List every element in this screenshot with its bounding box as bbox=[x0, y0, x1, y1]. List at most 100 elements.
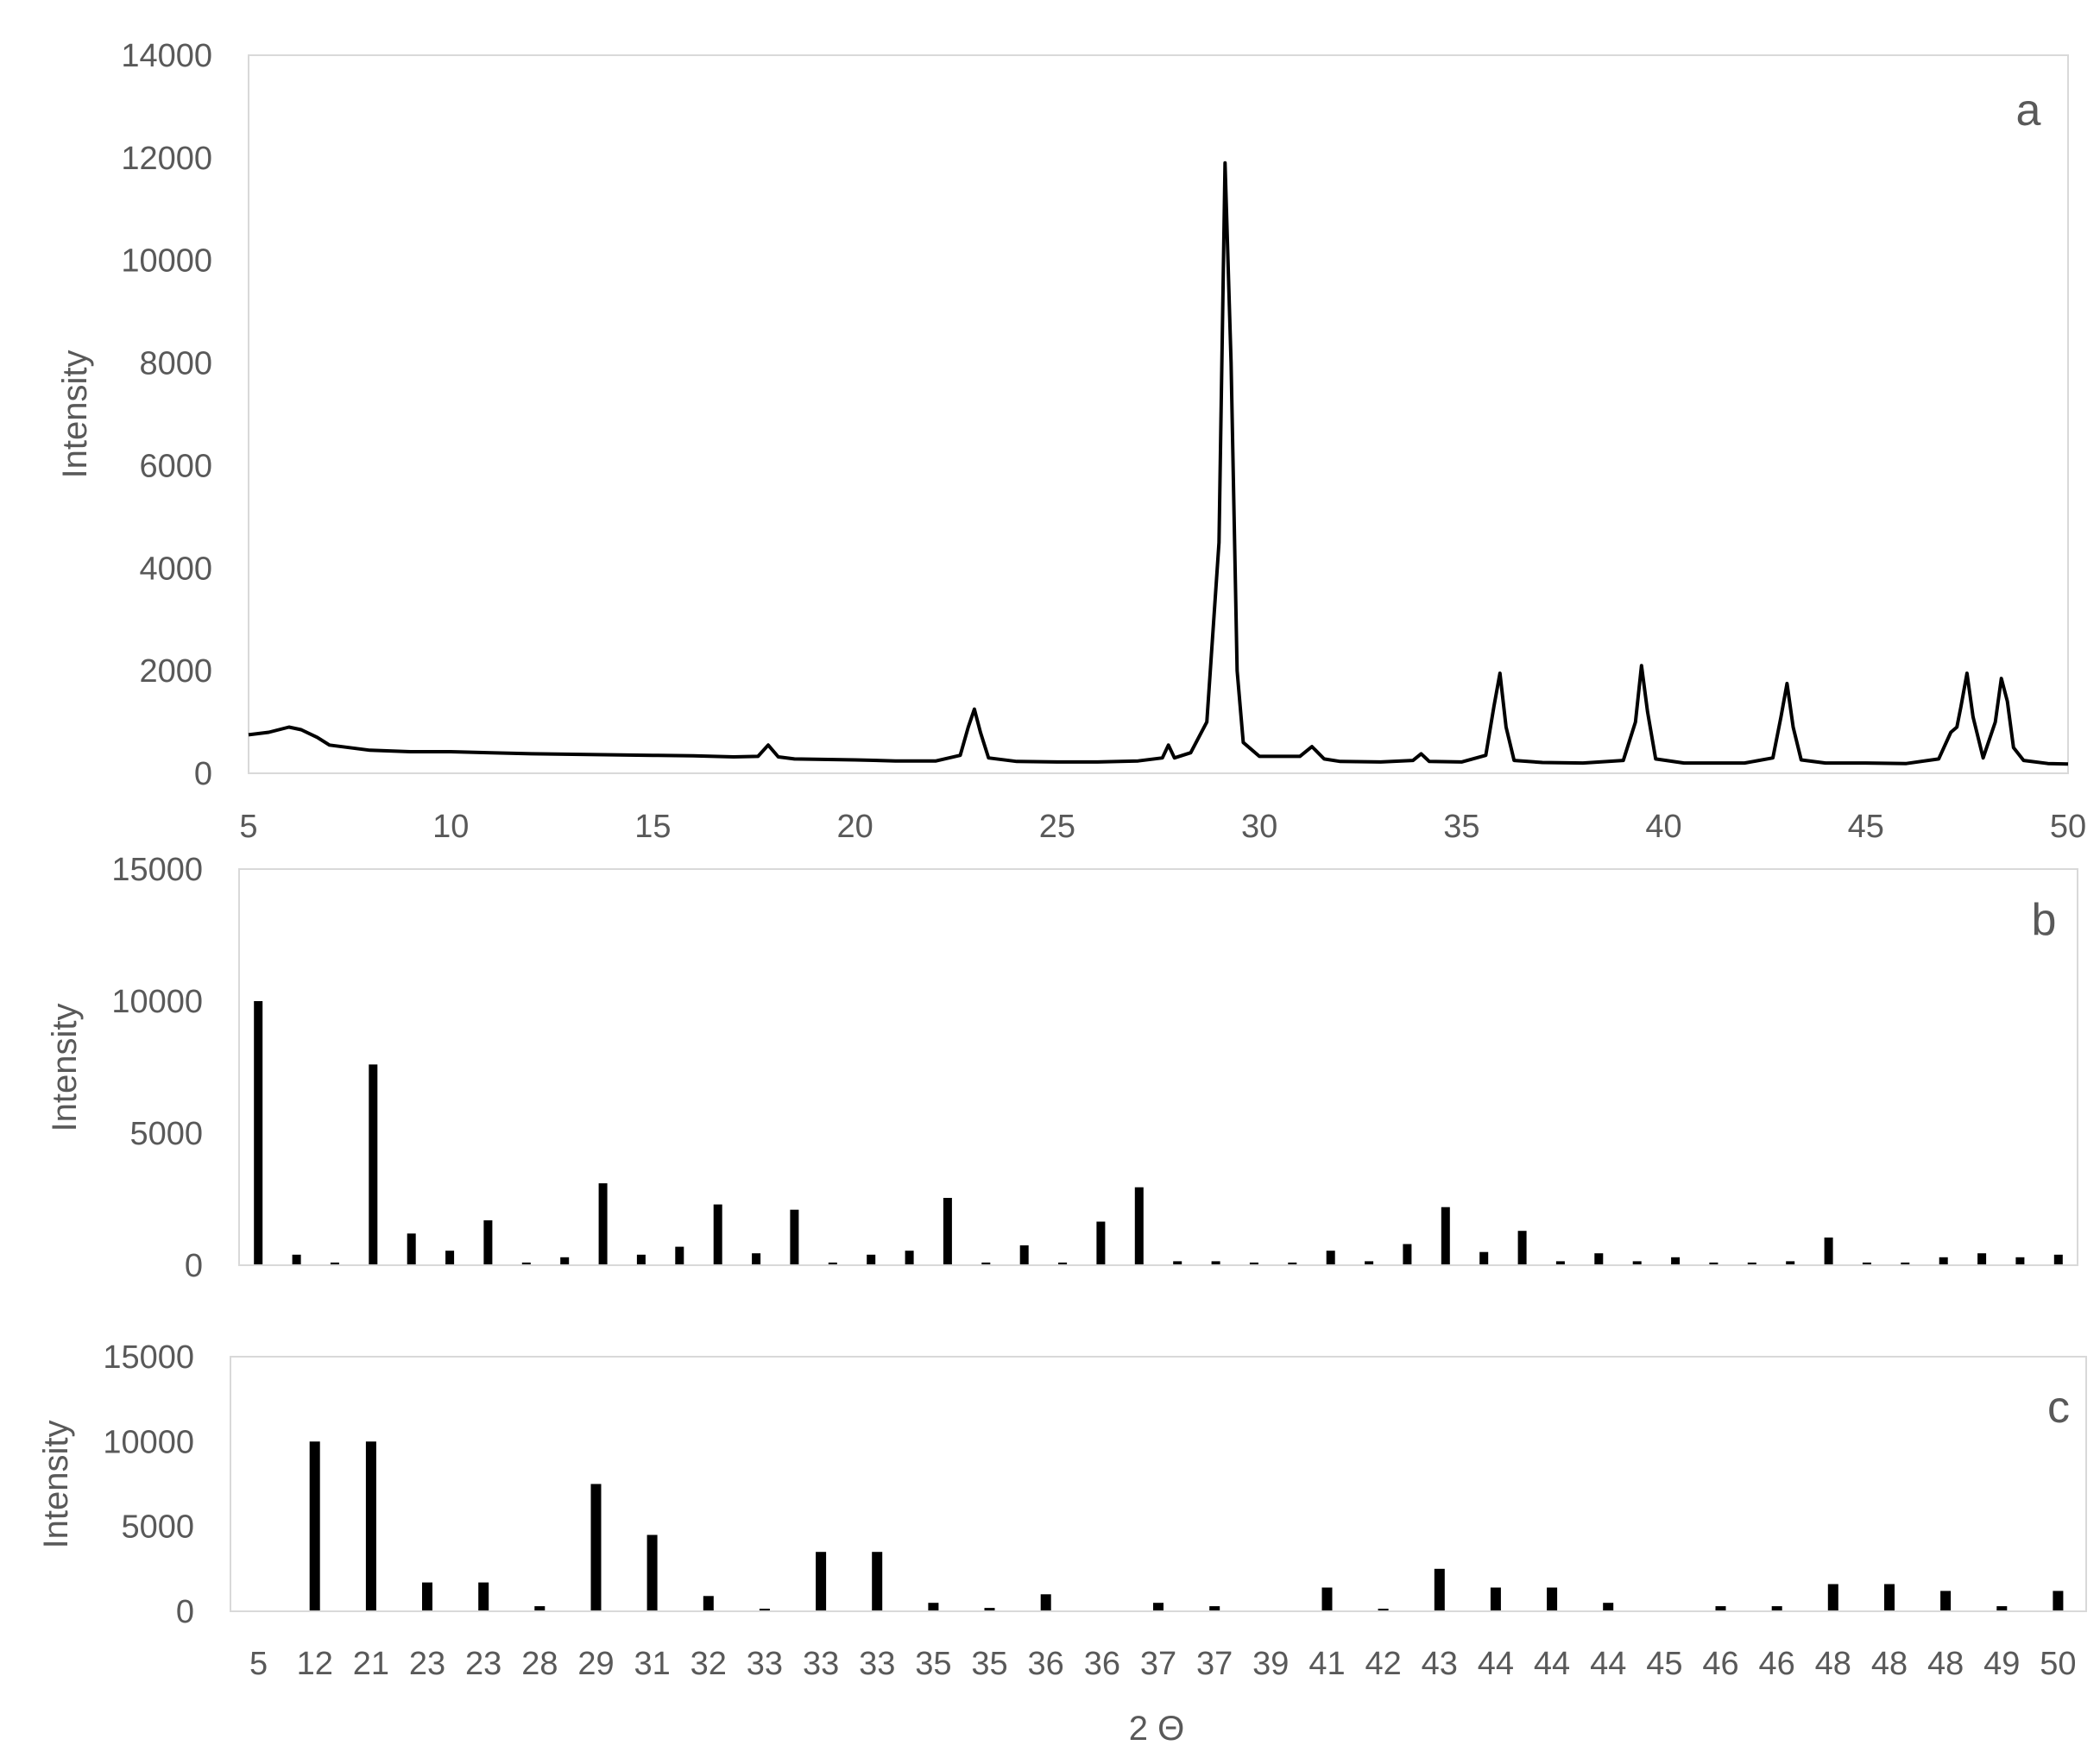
panel-a-diffraction-line bbox=[248, 161, 2069, 766]
panel-c-y-axis-title: Intensity bbox=[37, 1421, 75, 1549]
panel-a-x-tick-label: 25 bbox=[1039, 809, 1075, 845]
panel-c-x-tick-label: 36 bbox=[1084, 1646, 1120, 1682]
panel-b-bar bbox=[598, 1183, 608, 1265]
panel-c-x-tick-label: 44 bbox=[1590, 1646, 1626, 1682]
panel-c-bar bbox=[816, 1552, 827, 1611]
panel-b-bar bbox=[1594, 1253, 1604, 1265]
panel-a-x-tick-label: 45 bbox=[1848, 809, 1884, 845]
panel-b-bar bbox=[1441, 1207, 1450, 1265]
panel-b-bar bbox=[330, 1262, 339, 1265]
panel-a-label: a bbox=[2016, 85, 2041, 135]
panel-c-bar bbox=[365, 1441, 376, 1611]
panel-c-bar bbox=[534, 1606, 545, 1611]
panel-c-bar bbox=[2053, 1591, 2064, 1611]
panel-a-y-tick-label: 2000 bbox=[139, 653, 212, 690]
panel-b-bar bbox=[1747, 1262, 1756, 1265]
panel-c-x-tick-label: 44 bbox=[1478, 1646, 1514, 1682]
panel-b-bars bbox=[239, 1001, 2078, 1266]
panel-b-bar bbox=[1862, 1262, 1871, 1265]
panel-a-y-tick-label: 12000 bbox=[121, 141, 212, 177]
panel-a-x-tick-label: 20 bbox=[837, 809, 873, 845]
panel-b-bar bbox=[1555, 1261, 1565, 1265]
panel-c-x-tick-label: 33 bbox=[747, 1646, 783, 1682]
panel-c-bar bbox=[1321, 1587, 1333, 1611]
panel-c-x-tick-label: 23 bbox=[409, 1646, 445, 1682]
panel-b-bar bbox=[1249, 1262, 1258, 1265]
panel-c-x-tick-label: 36 bbox=[1028, 1646, 1064, 1682]
panel-c-x-tick-label: 46 bbox=[1759, 1646, 1795, 1682]
panel-c-bar bbox=[1771, 1606, 1782, 1611]
panel-c-bar bbox=[703, 1596, 714, 1611]
panel-b-bar bbox=[1479, 1251, 1489, 1265]
panel-b-bar bbox=[1901, 1262, 1910, 1265]
panel-b-bar bbox=[1977, 1253, 1987, 1265]
panel-c-bar bbox=[646, 1534, 658, 1611]
panel-b-bar bbox=[1173, 1261, 1182, 1265]
panel-a-x-tick-labels: 5 10 15 20 25 30 35 40 45 50 bbox=[239, 809, 2086, 845]
panel-c-bar bbox=[1153, 1603, 1164, 1611]
panel-c-x-tick-label: 28 bbox=[521, 1646, 558, 1682]
panel-a-x-tick-label: 40 bbox=[1645, 809, 1681, 845]
panel-c-x-tick-label: 35 bbox=[915, 1646, 951, 1682]
panel-c-x-tick-label: 31 bbox=[634, 1646, 670, 1682]
panel-c-y-tick-label: 10000 bbox=[103, 1424, 194, 1460]
panel-c-bar bbox=[1434, 1568, 1445, 1611]
panel-c-y-tick-label: 5000 bbox=[121, 1509, 194, 1546]
panel-c-bar bbox=[759, 1609, 770, 1611]
panel-a-line-chart: a Intensity 0 2000 4000 6000 8000 10000 12000 1… bbox=[56, 38, 2086, 845]
panel-c-x-tick-label: 45 bbox=[1646, 1646, 1682, 1682]
panel-c-x-tick-label: 42 bbox=[1365, 1646, 1401, 1682]
panel-c-plot-frame bbox=[230, 1356, 2087, 1612]
panel-c-x-tick-label: 32 bbox=[691, 1646, 727, 1682]
panel-c-x-axis-title: 2 Θ bbox=[1129, 1710, 1184, 1748]
panel-a-x-tick-label: 15 bbox=[634, 809, 671, 845]
panel-b-bar bbox=[752, 1253, 761, 1265]
panel-a-x-tick-label: 10 bbox=[432, 809, 469, 845]
panel-b-bar bbox=[483, 1220, 493, 1265]
panel-b-bar bbox=[1019, 1245, 1029, 1265]
panel-b-bar bbox=[1288, 1262, 1297, 1265]
panel-b-bar bbox=[867, 1254, 876, 1265]
panel-b-bar bbox=[981, 1262, 991, 1265]
panel-b-bar bbox=[1403, 1244, 1412, 1265]
panel-c-bar bbox=[1715, 1606, 1726, 1611]
panel-b-bar bbox=[1326, 1251, 1335, 1265]
panel-c-y-tick-labels: 0 5000 10000 15000 bbox=[103, 1339, 194, 1630]
panel-b-y-tick-label: 5000 bbox=[129, 1116, 203, 1152]
panel-b-bar bbox=[828, 1262, 837, 1265]
panel-c-bar bbox=[1996, 1606, 2008, 1611]
panel-b-bar bbox=[1058, 1262, 1068, 1265]
panel-c-y-tick-label: 15000 bbox=[103, 1339, 194, 1376]
panel-c-x-tick-label: 39 bbox=[1252, 1646, 1289, 1682]
panel-c-bar-chart: c Intensity 0 5000 10000 15000 5 12 21 23 23 28 2… bbox=[37, 1339, 2087, 1748]
panel-b-bar bbox=[1134, 1187, 1144, 1265]
panel-b-bar bbox=[1939, 1257, 1948, 1265]
panel-c-x-tick-label: 44 bbox=[1534, 1646, 1570, 1682]
panel-b-label: b bbox=[2032, 895, 2057, 945]
panel-a-y-tick-label: 4000 bbox=[139, 551, 212, 587]
panel-a-plot-frame bbox=[248, 54, 2069, 774]
panel-b-bar bbox=[445, 1251, 455, 1265]
panel-b-bar bbox=[1824, 1237, 1833, 1265]
panel-c-x-tick-label: 37 bbox=[1196, 1646, 1233, 1682]
panel-c-x-tick-label: 21 bbox=[353, 1646, 389, 1682]
panel-c-bar bbox=[309, 1441, 320, 1611]
panel-c-x-tick-label: 41 bbox=[1309, 1646, 1345, 1682]
panel-b-bar bbox=[369, 1064, 378, 1265]
panel-c-bar bbox=[1490, 1587, 1501, 1611]
panel-b-bar bbox=[1211, 1261, 1220, 1265]
panel-c-x-tick-label: 12 bbox=[297, 1646, 333, 1682]
panel-a-y-tick-label: 8000 bbox=[139, 346, 212, 382]
panel-c-x-tick-label: 46 bbox=[1702, 1646, 1738, 1682]
panel-b-bar bbox=[1517, 1231, 1527, 1265]
panel-b-bar bbox=[905, 1251, 914, 1265]
panel-b-bar bbox=[2015, 1257, 2025, 1265]
panel-c-x-tick-label: 33 bbox=[803, 1646, 839, 1682]
panel-c-bar bbox=[984, 1608, 995, 1611]
panel-b-bar bbox=[1671, 1257, 1681, 1265]
panel-c-bar bbox=[422, 1582, 432, 1611]
panel-a-y-tick-label: 10000 bbox=[121, 243, 212, 280]
panel-b-bar bbox=[636, 1254, 646, 1265]
panel-c-x-tick-label: 37 bbox=[1140, 1646, 1176, 1682]
